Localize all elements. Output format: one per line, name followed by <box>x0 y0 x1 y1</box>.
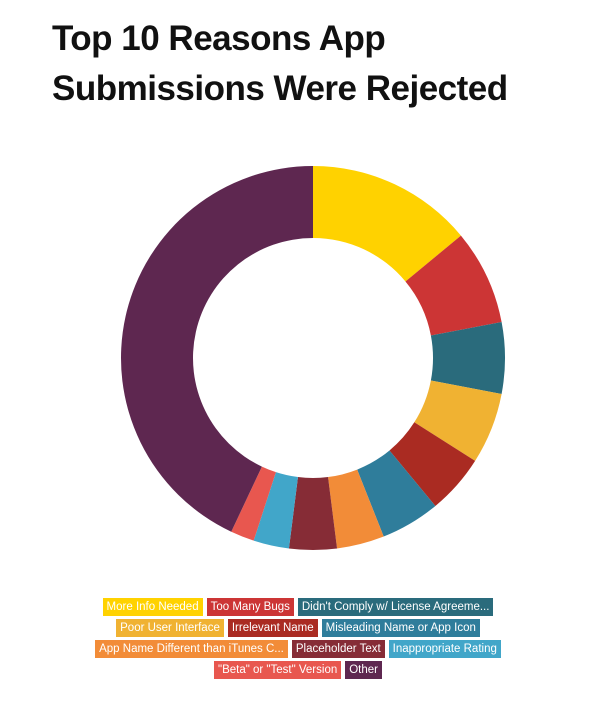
donut-segment <box>328 469 384 549</box>
legend-row: Poor User Interface Irrelevant Name Mislea… <box>0 619 596 637</box>
legend-row: More Info Needed Too Many Bugs Didn't Comp… <box>0 598 596 616</box>
chart <box>120 166 506 550</box>
legend: More Info Needed Too Many Bugs Didn't Comp… <box>0 598 596 682</box>
donut-segment <box>357 450 436 537</box>
legend-entry[interactable]: App Name Different than iTunes C... <box>95 640 288 658</box>
legend-row: "Beta" or "Test" Version Other <box>0 661 596 679</box>
legend-entry[interactable]: Poor User Interface <box>116 619 224 637</box>
legend-entry[interactable]: Other <box>345 661 382 679</box>
legend-entry[interactable]: Placeholder Text <box>291 640 385 658</box>
donut-segment <box>288 477 338 550</box>
donut-segment <box>414 380 502 461</box>
donut-segment <box>313 166 461 282</box>
legend-entry[interactable]: More Info Needed <box>102 598 203 616</box>
donut-segment <box>405 235 502 336</box>
donut-segment <box>120 166 313 532</box>
legend-entry[interactable]: Didn't Comply w/ License Agreeme... <box>297 598 494 616</box>
legend-entry[interactable]: Too Many Bugs <box>206 598 294 616</box>
donut-segment <box>430 322 506 394</box>
legend-entry[interactable]: Misleading Name or App Icon <box>321 619 480 637</box>
donut-segment <box>253 472 298 549</box>
donut-segment <box>231 466 276 541</box>
legend-entry[interactable]: Irrelevant Name <box>227 619 318 637</box>
legend-entry[interactable]: "Beta" or "Test" Version <box>213 661 342 679</box>
legend-row: App Name Different than iTunes C... Place… <box>0 640 596 658</box>
legend-entry[interactable]: Inappropriate Rating <box>388 640 501 658</box>
chart-title: Top 10 Reasons App Submissions Were Reje… <box>52 19 508 108</box>
donut-segment <box>389 422 476 506</box>
